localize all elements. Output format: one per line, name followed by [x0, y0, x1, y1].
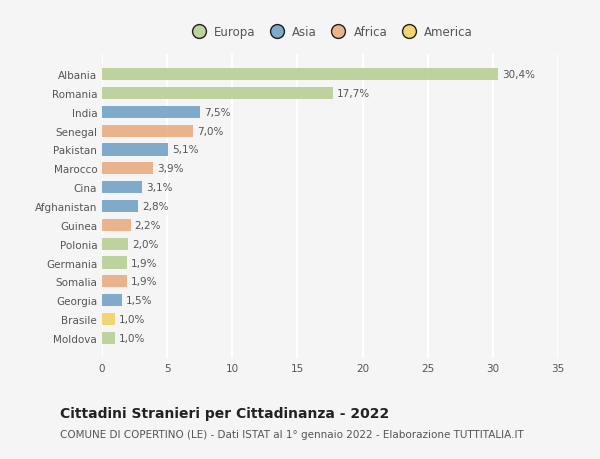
Text: 1,9%: 1,9%	[131, 277, 157, 287]
Bar	[102, 201, 139, 213]
Bar	[102, 144, 169, 156]
Text: 1,5%: 1,5%	[125, 296, 152, 306]
Text: COMUNE DI COPERTINO (LE) - Dati ISTAT al 1° gennaio 2022 - Elaborazione TUTTITAL: COMUNE DI COPERTINO (LE) - Dati ISTAT al…	[60, 429, 524, 439]
Text: 17,7%: 17,7%	[337, 89, 370, 99]
Bar	[102, 106, 200, 119]
Bar	[102, 276, 127, 288]
Text: 1,9%: 1,9%	[131, 258, 157, 268]
Text: 30,4%: 30,4%	[502, 70, 535, 80]
Bar	[102, 182, 142, 194]
Text: Cittadini Stranieri per Cittadinanza - 2022: Cittadini Stranieri per Cittadinanza - 2…	[60, 406, 389, 420]
Text: 7,5%: 7,5%	[203, 107, 230, 118]
Bar	[102, 125, 193, 137]
Text: 7,0%: 7,0%	[197, 126, 223, 136]
Bar	[102, 294, 122, 307]
Bar	[102, 88, 332, 100]
Text: 2,8%: 2,8%	[142, 202, 169, 212]
Text: 3,1%: 3,1%	[146, 183, 173, 193]
Bar	[102, 313, 115, 325]
Legend: Europa, Asia, Africa, America: Europa, Asia, Africa, America	[182, 22, 478, 44]
Text: 3,9%: 3,9%	[157, 164, 183, 174]
Bar	[102, 238, 128, 250]
Bar	[102, 219, 131, 231]
Text: 1,0%: 1,0%	[119, 333, 145, 343]
Text: 2,2%: 2,2%	[134, 220, 161, 230]
Text: 2,0%: 2,0%	[132, 239, 158, 249]
Bar	[102, 69, 498, 81]
Bar	[102, 257, 127, 269]
Text: 1,0%: 1,0%	[119, 314, 145, 325]
Bar	[102, 163, 153, 175]
Text: 5,1%: 5,1%	[172, 145, 199, 155]
Bar	[102, 332, 115, 344]
